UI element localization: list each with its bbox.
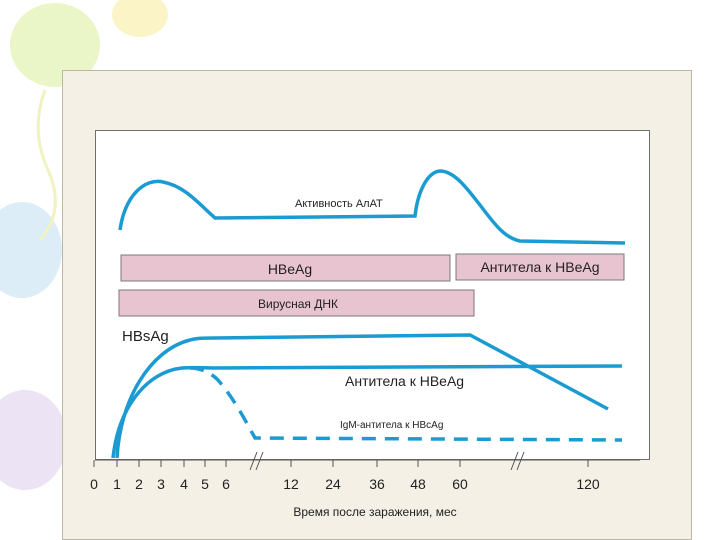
balloon-decoration bbox=[0, 202, 62, 298]
x-tick-label: 24 bbox=[325, 476, 341, 492]
hbeag-bar bbox=[120, 254, 451, 282]
x-tick-label: 6 bbox=[222, 476, 230, 492]
viral-dna-bar-label: Вирусная ДНК bbox=[258, 297, 338, 311]
hbeag-bar-label: HBeAg bbox=[268, 261, 312, 277]
balloon-string bbox=[36, 89, 57, 241]
x-tick-label: 3 bbox=[157, 476, 165, 492]
viral-dna-bar bbox=[118, 289, 475, 317]
x-axis-ticks bbox=[93, 460, 589, 467]
x-tick-label: 0 bbox=[90, 476, 98, 492]
axis-break-right bbox=[510, 451, 525, 471]
alt-activity-label: Активность АлАТ bbox=[295, 198, 383, 210]
igm-anti-hbc-label: IgM-антитела к HBcAg bbox=[340, 420, 443, 431]
x-tick-label: 60 bbox=[452, 476, 468, 492]
x-tick-label: 5 bbox=[201, 476, 209, 492]
alt-activity-curve bbox=[118, 169, 626, 245]
x-tick-label: 12 bbox=[283, 476, 299, 492]
anti-hbe-curve-label: Антитела к HBeAg bbox=[345, 373, 464, 389]
balloon-decoration bbox=[0, 390, 67, 490]
x-axis-label: Время после заражения, мес bbox=[293, 505, 456, 519]
balloon-decoration bbox=[10, 3, 100, 87]
hbsag-label: HBsAg bbox=[122, 328, 169, 345]
x-tick-label: 48 bbox=[410, 476, 426, 492]
x-tick-label: 2 bbox=[135, 476, 143, 492]
igm-anti-hbc-curve bbox=[189, 366, 623, 442]
anti-hbeag-bar-label: Антитела к HBeAg bbox=[480, 259, 599, 275]
x-tick-label: 1 bbox=[113, 476, 121, 492]
x-tick-label: 4 bbox=[180, 476, 188, 492]
anti-hbe-curve bbox=[111, 364, 623, 459]
anti-hbeag-bar bbox=[455, 253, 625, 281]
x-tick-label: 36 bbox=[369, 476, 385, 492]
balloon-decoration bbox=[112, 0, 168, 37]
x-tick-label: 120 bbox=[576, 476, 600, 492]
axis-break-left bbox=[249, 451, 264, 471]
